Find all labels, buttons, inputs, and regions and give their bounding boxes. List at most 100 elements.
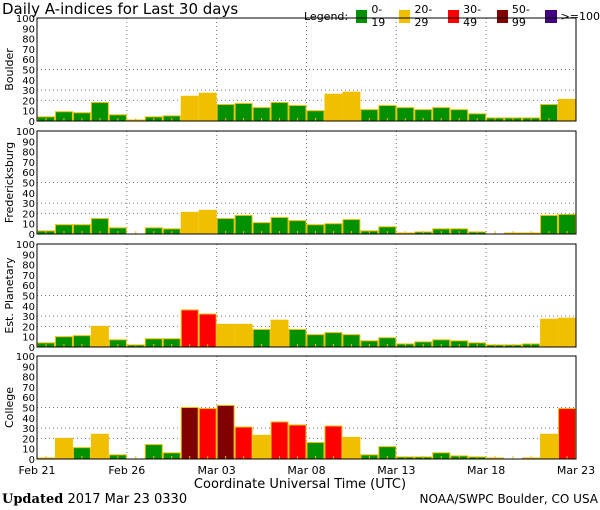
bar-est-planetary-11	[234, 323, 253, 348]
y-tick-label: 70	[22, 271, 35, 282]
bar-college-14	[288, 424, 307, 460]
bar-fredericksburg-8	[180, 211, 199, 235]
x-tick-label: Mar 18	[467, 464, 505, 477]
bar-college-9	[198, 408, 217, 460]
y-tick-label: 60	[22, 281, 35, 292]
bar-college-10	[216, 404, 235, 460]
panel-label: College	[3, 387, 16, 428]
panel-frame	[36, 355, 577, 460]
x-axis-label: Coordinate Universal Time (UTC)	[193, 477, 407, 492]
bar-est-planetary-10	[216, 323, 235, 348]
bar-est-planetary-13	[270, 319, 289, 348]
bar-est-planetary-9	[198, 313, 217, 348]
y-tick-label: 50	[22, 292, 35, 303]
legend-label: Legend:	[304, 9, 349, 23]
y-tick-label: 20	[22, 209, 35, 220]
legend-item-label: 20-29	[414, 3, 433, 29]
legend-swatch	[545, 9, 557, 23]
legend-swatch	[447, 9, 460, 23]
bar-est-planetary-3	[90, 325, 109, 348]
panel-frame	[36, 130, 577, 235]
x-tick-label: Mar 08	[287, 464, 325, 477]
y-tick-label: 50	[22, 404, 35, 415]
x-tick-label: Mar 03	[198, 464, 236, 477]
legend-swatch	[496, 9, 508, 23]
y-tick-label: 30	[22, 424, 35, 435]
legend-item-label: 0-19	[371, 3, 386, 29]
y-tick-label: 10	[22, 445, 35, 456]
panel-label: Est. Planetary	[3, 257, 16, 334]
panel-frame	[36, 243, 577, 348]
y-tick-label: 80	[22, 148, 35, 159]
source-credit: NOAA/SWPC Boulder, CO USA	[419, 492, 598, 506]
bar-college-28	[540, 433, 559, 460]
x-tick-label: Feb 21	[19, 464, 56, 477]
y-tick-label: 90	[22, 250, 35, 261]
bar-boulder-17	[342, 91, 361, 122]
y-tick-label: 80	[22, 261, 35, 272]
bar-college-11	[234, 426, 253, 460]
x-tick-label: Mar 13	[377, 464, 415, 477]
bar-boulder-8	[180, 95, 199, 122]
bar-fredericksburg-9	[198, 209, 217, 235]
y-tick-label: 90	[22, 362, 35, 373]
legend-item-label: 50-99	[511, 3, 530, 29]
y-tick-label: 10	[22, 220, 35, 231]
y-tick-label: 50	[22, 179, 35, 190]
y-tick-label: 30	[22, 312, 35, 323]
legend-swatch	[356, 9, 368, 23]
y-tick-label: 40	[22, 302, 35, 313]
bar-college-12	[252, 434, 271, 460]
y-tick-label: 40	[22, 76, 35, 87]
bar-college-8	[180, 407, 199, 460]
y-tick-label: 0	[29, 343, 35, 354]
panel-frame	[36, 17, 577, 122]
y-tick-label: 40	[22, 414, 35, 425]
bar-boulder-29	[558, 98, 576, 122]
y-tick-label: 100	[16, 127, 35, 138]
y-tick-label: 60	[22, 55, 35, 66]
bar-est-planetary-8	[180, 309, 199, 348]
x-tick-label: Mar 23	[557, 464, 595, 477]
updated-value: 2017 Mar 23 0330	[67, 492, 188, 507]
y-tick-label: 30	[22, 199, 35, 210]
y-tick-label: 70	[22, 158, 35, 169]
y-tick-label: 100	[16, 14, 35, 25]
updated-timestamp: Updated 2017 Mar 23 0330	[2, 492, 187, 507]
y-tick-label: 30	[22, 86, 35, 97]
legend: Legend: 0-19 20-29 30-49 50-99 >=100	[304, 3, 600, 29]
y-tick-label: 50	[22, 66, 35, 77]
y-tick-label: 90	[22, 24, 35, 35]
y-tick-label: 10	[22, 107, 35, 118]
y-tick-label: 0	[29, 117, 35, 128]
bar-boulder-16	[324, 93, 343, 122]
panel-label: Fredericksburg	[3, 142, 16, 223]
y-tick-label: 90	[22, 137, 35, 148]
bar-college-1	[54, 437, 73, 460]
y-tick-label: 20	[22, 322, 35, 333]
bar-college-29	[558, 408, 576, 460]
updated-label: Updated	[2, 492, 64, 507]
legend-item-label: >=100	[560, 9, 600, 23]
bar-est-planetary-29	[558, 317, 576, 348]
y-tick-label: 100	[16, 240, 35, 251]
chart-title: Daily A-indices for Last 30 days	[2, 0, 239, 18]
y-tick-label: 60	[22, 168, 35, 179]
y-tick-label: 80	[22, 373, 35, 384]
y-tick-label: 70	[22, 383, 35, 394]
bar-college-17	[342, 436, 361, 460]
y-tick-label: 0	[29, 455, 35, 466]
y-tick-label: 80	[22, 35, 35, 46]
y-tick-label: 70	[22, 45, 35, 56]
y-tick-label: 10	[22, 333, 35, 344]
y-tick-label: 20	[22, 434, 35, 445]
y-tick-label: 40	[22, 189, 35, 200]
y-tick-label: 60	[22, 393, 35, 404]
bar-college-13	[270, 421, 289, 460]
bar-est-planetary-28	[540, 318, 559, 348]
y-tick-label: 20	[22, 96, 35, 107]
bar-boulder-9	[198, 92, 217, 122]
bar-college-16	[324, 425, 343, 460]
legend-swatch	[399, 9, 411, 23]
